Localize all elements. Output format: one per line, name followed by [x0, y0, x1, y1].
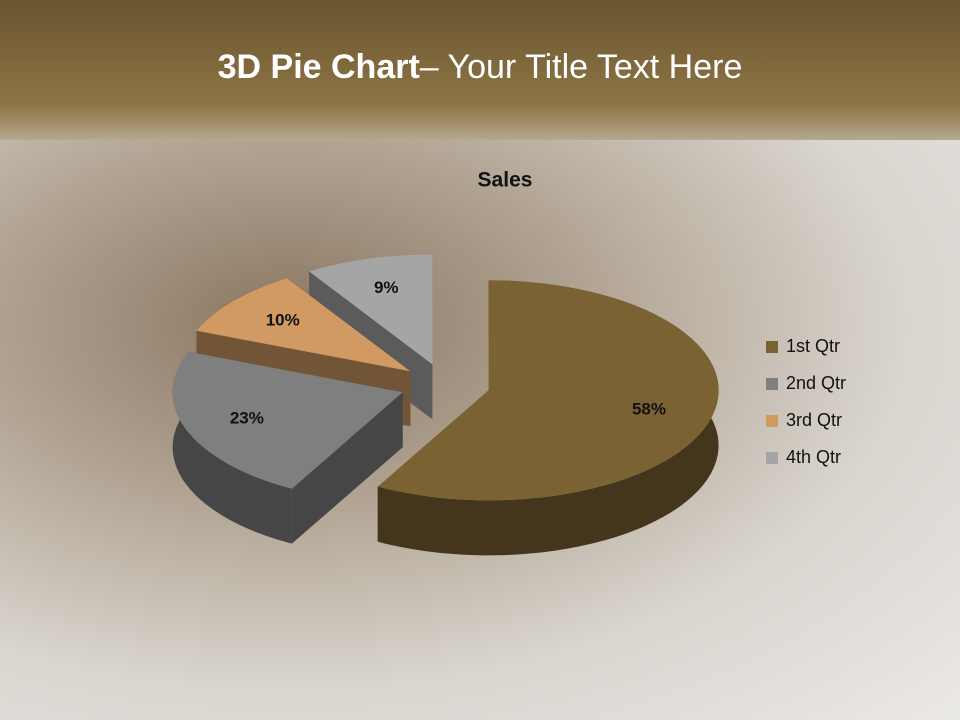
legend-label: 3rd Qtr: [786, 410, 842, 430]
data-label: 9%: [374, 278, 399, 297]
header-band: [0, 0, 960, 140]
slide-title: 3D Pie Chart– Your Title Text Here: [0, 48, 960, 87]
slice: [172, 351, 403, 489]
legend-label: 2nd Qtr: [786, 373, 846, 393]
data-label: 10%: [266, 310, 300, 329]
legend-swatch: [766, 452, 778, 464]
legend-swatch: [766, 341, 778, 353]
title-bold: 3D Pie Chart: [217, 48, 420, 86]
slice: [377, 280, 719, 501]
slice: [196, 278, 411, 372]
legend-swatch: [766, 415, 778, 427]
legend-swatch: [766, 378, 778, 390]
data-label: 23%: [230, 409, 264, 428]
slice-side: [172, 351, 292, 544]
legend-label: 1st Qtr: [786, 336, 840, 356]
slice: [309, 254, 433, 365]
title-rest: – Your Title Text Here: [419, 48, 743, 86]
legend-label: 4th Qtr: [786, 447, 841, 467]
data-label: 58%: [632, 400, 666, 419]
chart-title: Sales: [478, 169, 533, 192]
